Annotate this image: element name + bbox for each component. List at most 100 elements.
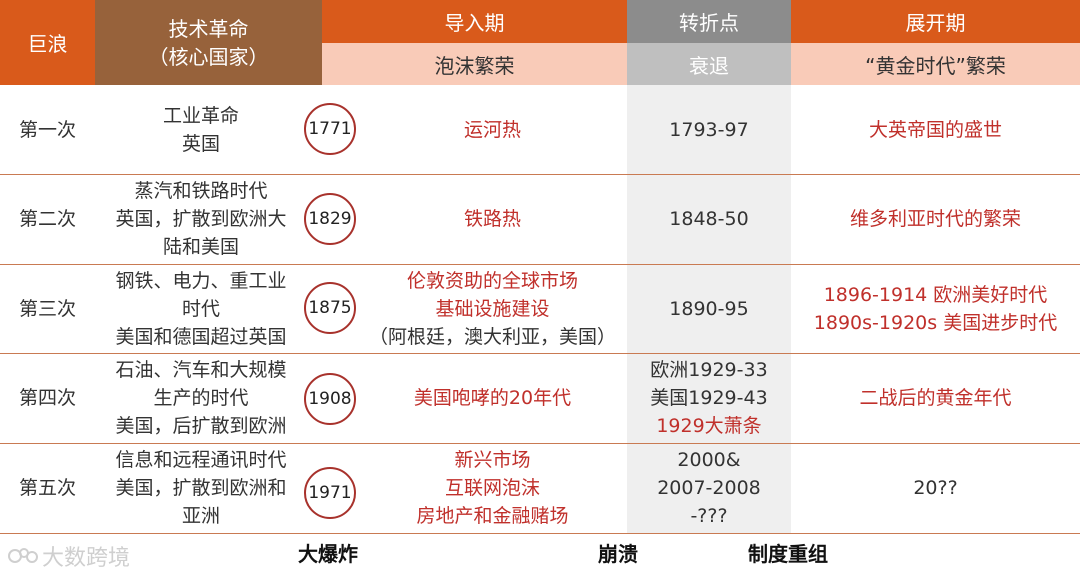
tech-line: 生产的时代 bbox=[153, 387, 249, 409]
install-line: 互联网泡沫 bbox=[444, 477, 540, 499]
header-tech-label-1: 技术革命 bbox=[168, 16, 249, 41]
year-circle-1971: 1971 bbox=[304, 467, 356, 519]
tech-line: 钢铁、电力、重工业 bbox=[115, 269, 287, 292]
header-deploy-sub-label: “黄金时代”繁荣 bbox=[865, 53, 1006, 78]
header-install-sub: 泡沫繁荣 bbox=[322, 43, 627, 85]
table-row-2-tech: 蒸汽和铁路时代 英国，扩散到欧洲大 陆和美国 bbox=[95, 174, 307, 264]
turn-line: 欧洲1929-33 bbox=[650, 359, 768, 381]
table-row-3-install: 伦敦资助的全球市场 基础设施建设 （阿根廷，澳大利亚，美国） bbox=[358, 264, 627, 353]
tech-line: 亚洲 bbox=[181, 505, 220, 527]
turn-line: 1848-50 bbox=[669, 208, 749, 230]
table-row-1-tech: 工业革命 英国 bbox=[95, 85, 307, 174]
header-tech: 技术革命 （核心国家） bbox=[95, 0, 322, 85]
turn-line: 2007-2008 bbox=[657, 477, 761, 499]
row-divider bbox=[0, 174, 1080, 175]
year-label: 1971 bbox=[308, 483, 352, 503]
install-line: 美国咆哮的20年代 bbox=[413, 387, 572, 409]
header-install: 导入期 bbox=[322, 0, 627, 43]
year-circle-1829: 1829 bbox=[304, 193, 356, 245]
watermark-logo-icon bbox=[8, 545, 38, 567]
wave-label: 第一次 bbox=[18, 118, 76, 141]
wave-label: 第三次 bbox=[18, 297, 76, 320]
install-line: 基础设施建设 bbox=[435, 297, 550, 320]
header-wave: 巨浪 bbox=[0, 0, 95, 85]
table-row-2-turn: 1848-50 bbox=[627, 174, 791, 264]
year-circle-1875: 1875 bbox=[304, 282, 356, 334]
table-row-4-turn: 欧洲1929-33 美国1929-43 1929大萧条 bbox=[627, 353, 791, 443]
footer-restructure: 制度重组 bbox=[748, 542, 828, 566]
table-row-1-turn: 1793-97 bbox=[627, 85, 791, 174]
row-divider bbox=[0, 533, 1080, 534]
deploy-line: 20?? bbox=[913, 477, 958, 499]
turn-line: 美国1929-43 bbox=[650, 387, 768, 409]
install-line: 伦敦资助的全球市场 bbox=[406, 269, 578, 292]
turn-line: 1793-97 bbox=[669, 118, 749, 141]
turn-line: 1890-95 bbox=[669, 297, 749, 320]
turn-line: 2000& bbox=[677, 449, 741, 471]
table-row-1-wave: 第一次 bbox=[0, 85, 95, 174]
year-circle-1908: 1908 bbox=[304, 373, 356, 425]
turn-line: 1929大萧条 bbox=[656, 415, 762, 437]
year-label: 1771 bbox=[308, 119, 352, 139]
install-line: 铁路热 bbox=[463, 208, 521, 230]
install-line: 房地产和金融赌场 bbox=[416, 505, 569, 527]
tech-line: 美国，扩散到欧洲和 bbox=[115, 477, 287, 499]
row-divider bbox=[0, 443, 1080, 444]
table-row-3-wave: 第三次 bbox=[0, 264, 95, 353]
table-row-5-wave: 第五次 bbox=[0, 443, 95, 533]
table-row-5-turn: 2000& 2007-2008 -??? bbox=[627, 443, 791, 533]
tech-line: 信息和远程通讯时代 bbox=[115, 449, 287, 471]
table-row-2-wave: 第二次 bbox=[0, 174, 95, 264]
deploy-line: 大英帝国的盛世 bbox=[868, 118, 1002, 141]
watermark: 大数跨境 bbox=[8, 540, 130, 572]
tech-line: 英国，扩散到欧洲大 bbox=[115, 208, 287, 230]
turn-column-background bbox=[627, 85, 791, 533]
header-deploy-label: 展开期 bbox=[905, 11, 966, 35]
deploy-line: 1896-1914 欧洲美好时代 bbox=[823, 283, 1048, 306]
header-turn-sub-label: 衰退 bbox=[689, 53, 729, 78]
deploy-line: 维多利亚时代的繁荣 bbox=[849, 208, 1021, 230]
header-install-label: 导入期 bbox=[444, 11, 505, 35]
header-install-sub-label: 泡沫繁荣 bbox=[434, 53, 515, 78]
table-row-4-deploy: 二战后的黄金年代 bbox=[791, 353, 1080, 443]
tech-line: 蒸汽和铁路时代 bbox=[134, 180, 268, 202]
header-wave-label: 巨浪 bbox=[27, 32, 68, 56]
tech-line: 美国和德国超过英国 bbox=[115, 325, 287, 348]
table-row-5-tech: 信息和远程通讯时代 美国，扩散到欧洲和 亚洲 bbox=[95, 443, 307, 533]
year-label: 1829 bbox=[308, 209, 352, 229]
header-turn-sub: 衰退 bbox=[627, 43, 791, 85]
turn-line: -??? bbox=[690, 505, 728, 527]
table-row-4-install: 美国咆哮的20年代 bbox=[358, 353, 627, 443]
install-line: （阿根廷，澳大利亚，美国） bbox=[368, 325, 616, 348]
wave-label: 第四次 bbox=[18, 387, 76, 409]
footer-big-bang: 大爆炸 bbox=[298, 542, 358, 566]
year-label: 1908 bbox=[308, 389, 352, 409]
header-deploy-sub: “黄金时代”繁荣 bbox=[791, 43, 1080, 85]
table-row-1-deploy: 大英帝国的盛世 bbox=[791, 85, 1080, 174]
tech-line: 时代 bbox=[181, 297, 220, 320]
year-circle-1771: 1771 bbox=[304, 103, 356, 155]
table-row-2-install: 铁路热 bbox=[358, 174, 627, 264]
year-label: 1875 bbox=[308, 298, 352, 318]
deploy-line: 二战后的黄金年代 bbox=[859, 387, 1012, 409]
table-row-1-install: 运河热 bbox=[358, 85, 627, 174]
header-turn-label: 转折点 bbox=[679, 11, 739, 35]
table-row-3-turn: 1890-95 bbox=[627, 264, 791, 353]
install-line: 运河热 bbox=[463, 118, 521, 141]
table-row-3-deploy: 1896-1914 欧洲美好时代 1890s-1920s 美国进步时代 bbox=[791, 264, 1080, 353]
tech-line: 石油、汽车和大规模 bbox=[115, 359, 287, 381]
table-row-5-install: 新兴市场 互联网泡沫 房地产和金融赌场 bbox=[358, 443, 627, 533]
install-line: 新兴市场 bbox=[454, 449, 531, 471]
header-deploy: 展开期 bbox=[791, 0, 1080, 43]
deploy-line: 1890s-1920s 美国进步时代 bbox=[813, 311, 1058, 334]
row-divider bbox=[0, 264, 1080, 265]
table-row-4-tech: 石油、汽车和大规模 生产的时代 美国，后扩散到欧洲 bbox=[95, 353, 307, 443]
table-row-2-deploy: 维多利亚时代的繁荣 bbox=[791, 174, 1080, 264]
tech-line: 陆和美国 bbox=[162, 236, 239, 258]
watermark-text: 大数跨境 bbox=[42, 546, 131, 571]
row-divider bbox=[0, 353, 1080, 354]
table-row-4-wave: 第四次 bbox=[0, 353, 95, 443]
table-row-3-tech: 钢铁、电力、重工业 时代 美国和德国超过英国 bbox=[95, 264, 307, 353]
wave-label: 第二次 bbox=[18, 208, 76, 230]
wave-label: 第五次 bbox=[18, 477, 76, 499]
